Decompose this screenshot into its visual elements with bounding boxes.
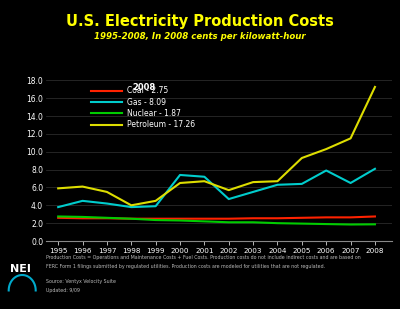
Text: Updated: 9/09: Updated: 9/09 xyxy=(46,288,80,293)
Text: FERC Form 1 filings submitted by regulated utilities. Production costs are model: FERC Form 1 filings submitted by regulat… xyxy=(46,264,325,269)
Text: Petroleum - 17.26: Petroleum - 17.26 xyxy=(127,120,196,129)
Text: 1995-2008, In 2008 cents per kilowatt-hour: 1995-2008, In 2008 cents per kilowatt-ho… xyxy=(94,32,306,41)
Text: Coal - 2.75: Coal - 2.75 xyxy=(127,86,168,95)
Text: Source: Ventyx Velocity Suite: Source: Ventyx Velocity Suite xyxy=(46,279,116,284)
Text: Nuclear - 1.87: Nuclear - 1.87 xyxy=(127,109,181,118)
Text: U.S. Electricity Production Costs: U.S. Electricity Production Costs xyxy=(66,14,334,29)
Text: NEI: NEI xyxy=(10,264,31,274)
Text: 2008: 2008 xyxy=(132,83,156,92)
Text: Production Costs = Operations and Maintenance Costs + Fuel Costs. Production cos: Production Costs = Operations and Mainte… xyxy=(46,255,361,260)
Text: Gas - 8.09: Gas - 8.09 xyxy=(127,98,166,107)
